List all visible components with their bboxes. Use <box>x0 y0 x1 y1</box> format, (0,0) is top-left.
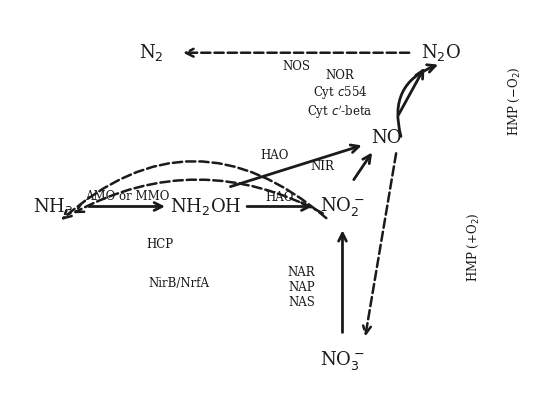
Text: N$_2$: N$_2$ <box>139 42 164 63</box>
Text: NAR
NAP
NAS: NAR NAP NAS <box>288 266 315 309</box>
Text: NH$_3$: NH$_3$ <box>33 196 74 217</box>
Text: NO$_3^-$: NO$_3^-$ <box>320 349 365 372</box>
Text: NIR: NIR <box>310 159 334 173</box>
Text: AMO or MMO: AMO or MMO <box>85 190 169 203</box>
Text: NO: NO <box>371 129 402 147</box>
Text: NH$_2$OH: NH$_2$OH <box>170 196 242 217</box>
Text: NirB/NrfA: NirB/NrfA <box>148 277 209 290</box>
Text: NO$_2^-$: NO$_2^-$ <box>320 195 365 218</box>
Text: HMP ($-$O$_2$): HMP ($-$O$_2$) <box>507 66 522 136</box>
Text: NOR
Cyt $c$554
Cyt $c'$-beta: NOR Cyt $c$554 Cyt $c'$-beta <box>307 69 372 121</box>
Text: HMP ($+$O$_2$): HMP ($+$O$_2$) <box>466 212 481 282</box>
Text: N$_2$O: N$_2$O <box>420 42 461 63</box>
Text: NOS: NOS <box>282 59 310 73</box>
Text: HAO: HAO <box>260 150 289 162</box>
Text: HCP: HCP <box>146 238 173 252</box>
Text: HAO: HAO <box>265 191 294 204</box>
